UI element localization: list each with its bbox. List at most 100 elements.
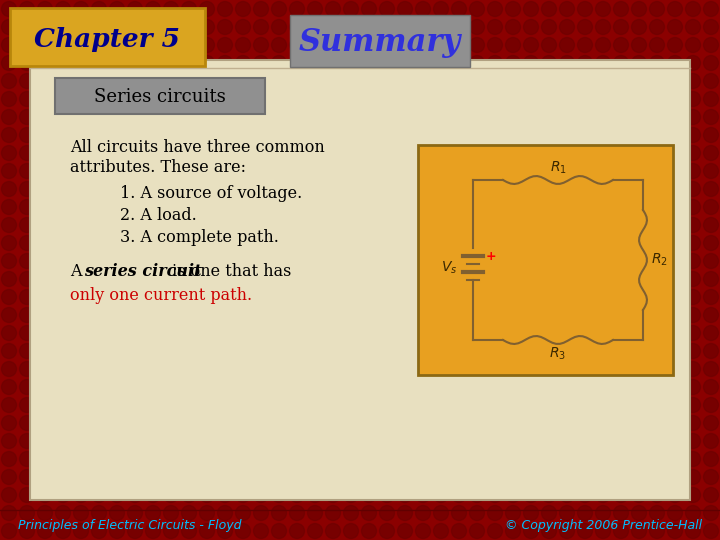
Circle shape [19, 415, 35, 430]
Circle shape [577, 2, 593, 17]
Circle shape [667, 37, 683, 52]
Circle shape [73, 181, 89, 197]
Circle shape [667, 253, 683, 268]
Circle shape [235, 272, 251, 287]
Circle shape [469, 56, 485, 71]
Circle shape [595, 326, 611, 341]
Circle shape [667, 326, 683, 341]
Circle shape [271, 397, 287, 413]
Circle shape [415, 451, 431, 467]
Circle shape [379, 218, 395, 233]
Circle shape [163, 235, 179, 251]
Circle shape [127, 380, 143, 395]
Circle shape [505, 415, 521, 430]
Circle shape [703, 2, 719, 17]
Circle shape [109, 488, 125, 503]
Circle shape [703, 181, 719, 197]
Circle shape [631, 37, 647, 52]
Circle shape [559, 181, 575, 197]
Text: only one current path.: only one current path. [70, 287, 252, 303]
Circle shape [649, 164, 665, 179]
Circle shape [685, 505, 701, 521]
Circle shape [595, 361, 611, 376]
Circle shape [613, 326, 629, 341]
Circle shape [577, 235, 593, 251]
Circle shape [325, 19, 341, 35]
Circle shape [613, 523, 629, 538]
Circle shape [73, 253, 89, 268]
Circle shape [217, 235, 233, 251]
Circle shape [433, 37, 449, 52]
Circle shape [361, 326, 377, 341]
Circle shape [199, 73, 215, 89]
Circle shape [271, 380, 287, 395]
Circle shape [523, 289, 539, 305]
Text: Series circuits: Series circuits [94, 88, 226, 106]
Circle shape [703, 451, 719, 467]
Circle shape [199, 326, 215, 341]
Circle shape [1, 253, 17, 268]
Circle shape [307, 253, 323, 268]
Circle shape [541, 343, 557, 359]
Circle shape [523, 91, 539, 106]
Circle shape [307, 397, 323, 413]
Circle shape [469, 199, 485, 214]
Circle shape [667, 469, 683, 484]
Circle shape [397, 397, 413, 413]
Circle shape [649, 145, 665, 160]
Circle shape [595, 397, 611, 413]
Circle shape [649, 488, 665, 503]
Circle shape [487, 110, 503, 125]
Circle shape [91, 415, 107, 430]
Text: 2. A load.: 2. A load. [120, 206, 197, 224]
Circle shape [37, 235, 53, 251]
Circle shape [271, 181, 287, 197]
Circle shape [235, 523, 251, 538]
Circle shape [379, 91, 395, 106]
Circle shape [415, 37, 431, 52]
Circle shape [451, 523, 467, 538]
Circle shape [613, 91, 629, 106]
Circle shape [55, 37, 71, 52]
Circle shape [307, 505, 323, 521]
Circle shape [703, 73, 719, 89]
Circle shape [361, 19, 377, 35]
Circle shape [145, 73, 161, 89]
Circle shape [325, 91, 341, 106]
Circle shape [217, 19, 233, 35]
Circle shape [253, 218, 269, 233]
Circle shape [361, 164, 377, 179]
Circle shape [217, 451, 233, 467]
Circle shape [451, 343, 467, 359]
Circle shape [163, 73, 179, 89]
Circle shape [55, 451, 71, 467]
Circle shape [55, 199, 71, 214]
Circle shape [433, 488, 449, 503]
Circle shape [19, 326, 35, 341]
Circle shape [289, 164, 305, 179]
Circle shape [379, 56, 395, 71]
Circle shape [1, 469, 17, 484]
Circle shape [199, 272, 215, 287]
Circle shape [613, 289, 629, 305]
Circle shape [595, 235, 611, 251]
Circle shape [703, 218, 719, 233]
Circle shape [469, 91, 485, 106]
Circle shape [37, 253, 53, 268]
Circle shape [73, 19, 89, 35]
Circle shape [523, 307, 539, 322]
Circle shape [379, 523, 395, 538]
Circle shape [595, 343, 611, 359]
Circle shape [649, 469, 665, 484]
Circle shape [307, 307, 323, 322]
Circle shape [487, 127, 503, 143]
Circle shape [541, 37, 557, 52]
Circle shape [235, 488, 251, 503]
Circle shape [595, 19, 611, 35]
Circle shape [307, 326, 323, 341]
Circle shape [595, 253, 611, 268]
Circle shape [487, 469, 503, 484]
Circle shape [541, 19, 557, 35]
Circle shape [253, 307, 269, 322]
Circle shape [199, 91, 215, 106]
